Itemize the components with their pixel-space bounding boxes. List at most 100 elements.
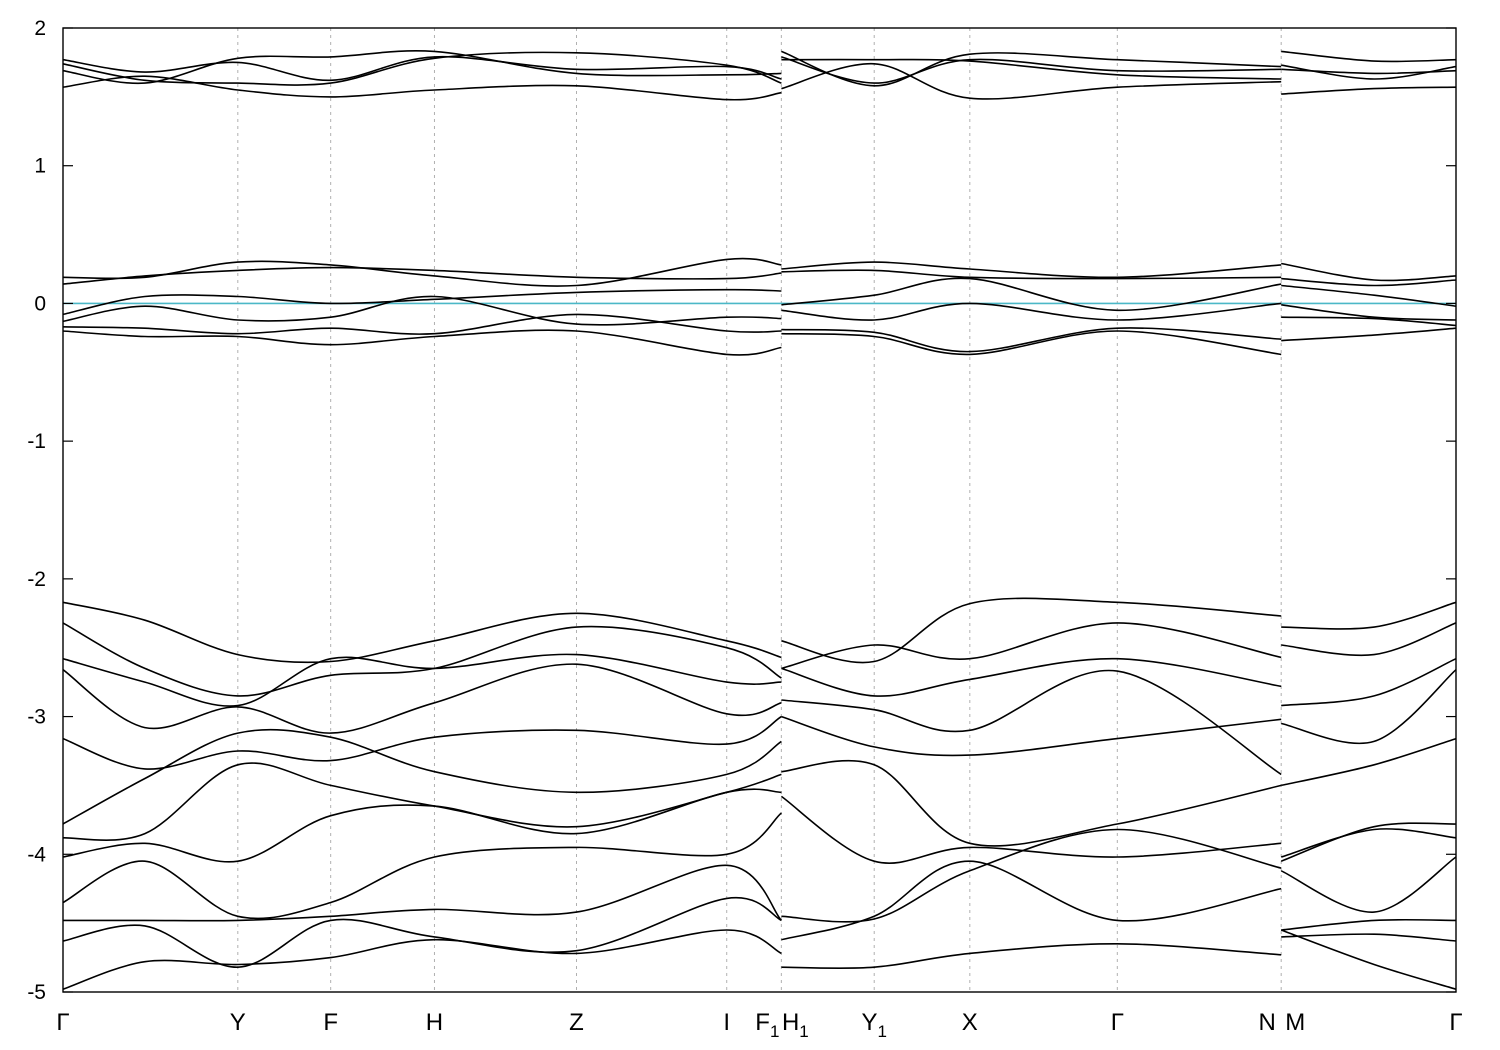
x-tick-label-main: H [782, 1009, 799, 1036]
x-tick-label-main: X [962, 1009, 978, 1036]
x-tick-label-main: Γ [1449, 1009, 1462, 1036]
x-tick-label: X [962, 1009, 978, 1036]
x-tick-label: M [1285, 1009, 1305, 1036]
x-tick-label-main: M [1285, 1009, 1305, 1036]
band-line [1281, 669, 1457, 745]
y-tick-label: 0 [34, 292, 46, 315]
band-line [1281, 304, 1457, 321]
band-line [1281, 86, 1457, 95]
x-tick-label: F [323, 1009, 338, 1036]
band-line [62, 715, 782, 770]
x-tick-label: I [723, 1009, 730, 1036]
band-line [62, 812, 782, 920]
band-line [781, 330, 1282, 356]
x-tick-label-main: N [1259, 1009, 1276, 1036]
band-line [63, 864, 783, 922]
band-line [62, 75, 782, 101]
y-tick-label: -1 [27, 430, 46, 453]
band-line [62, 762, 782, 841]
band-line [62, 313, 782, 335]
x-tick-label: F1 [755, 1009, 779, 1041]
axis-ticks [63, 27, 1456, 993]
band-line [62, 929, 782, 990]
band-line [781, 860, 1282, 941]
x-tick-label: Γ [1449, 1009, 1462, 1036]
band-line [1281, 50, 1457, 63]
band-line [62, 896, 782, 969]
x-tick-label-main: Z [569, 1009, 584, 1036]
band-line [62, 288, 782, 316]
band-line [1280, 828, 1457, 858]
band-line [1281, 933, 1457, 942]
band-line [62, 601, 782, 664]
band-line [781, 56, 1282, 84]
band-line [1281, 284, 1457, 307]
plot-frame [62, 27, 1457, 993]
x-tick-label: Γ [56, 1009, 69, 1036]
band-line [781, 715, 1282, 757]
x-tick-label: N [1259, 1009, 1276, 1036]
band-line [781, 269, 1282, 280]
band-line [781, 261, 1282, 279]
x-tick-label-main: F [755, 1009, 770, 1036]
band-line [1281, 737, 1457, 787]
band-line [781, 622, 1282, 670]
band-line [1281, 316, 1457, 327]
band-line [62, 55, 782, 82]
x-tick-label-main: Y [230, 1009, 246, 1036]
band-line [62, 653, 782, 707]
band-line [62, 663, 782, 734]
y-tick-label: -4 [27, 843, 46, 866]
y-tick-labels: 2 1 0 -1 -2 -3 -4 -5 [27, 17, 46, 1004]
band-line [1280, 929, 1457, 990]
band-line [62, 788, 782, 863]
band-line [781, 942, 1282, 970]
x-tick-label-sub: 1 [770, 1022, 779, 1041]
band-line [1281, 327, 1457, 342]
band-line [1281, 918, 1457, 931]
y-tick-label: -2 [27, 568, 46, 591]
x-tick-label-sub: 1 [877, 1022, 886, 1041]
band-line [781, 58, 1282, 80]
band-line [1281, 262, 1457, 282]
band-line [781, 277, 1282, 312]
band-line [62, 295, 782, 326]
x-tick-label: Z [569, 1009, 584, 1036]
x-tick-label-main: I [723, 1009, 730, 1036]
y-tick-label: -5 [27, 981, 46, 1004]
band-line [1281, 622, 1457, 657]
x-tick-label-main: Y [861, 1009, 877, 1036]
band-line [62, 266, 782, 285]
band-line [62, 50, 782, 85]
band-line [781, 669, 1282, 776]
band-line [781, 327, 1282, 353]
x-tick-label-main: H [426, 1009, 443, 1036]
y-tick-label: -3 [27, 706, 46, 729]
band-line [1281, 657, 1457, 707]
band-line [781, 62, 1282, 100]
band-line [1281, 601, 1457, 630]
band-lines [62, 50, 1457, 990]
band-line [62, 728, 782, 825]
x-tick-label: H1 [782, 1009, 809, 1041]
x-tick-label-sub: 1 [799, 1022, 808, 1041]
y-tick-label: 2 [34, 17, 46, 40]
band-line [781, 759, 1282, 847]
x-tick-label-main: F [323, 1009, 338, 1036]
x-tick-labels: Γ Y F H Z I F1 H1 Y1 X Γ N M Γ [56, 1009, 1462, 1041]
x-tick-label-main: Γ [56, 1009, 69, 1036]
x-tick-label: Γ [1111, 1009, 1124, 1036]
band-line [1281, 68, 1457, 75]
x-tick-label-main: Γ [1111, 1009, 1124, 1036]
x-tick-label: H [426, 1009, 443, 1036]
x-tick-label: Y1 [861, 1009, 886, 1041]
band-line [780, 795, 1282, 864]
gridlines [237, 28, 1282, 992]
y-tick-label: 1 [34, 155, 46, 178]
band-line [62, 257, 782, 287]
x-tick-label: Y [230, 1009, 246, 1036]
band-line [1280, 822, 1457, 862]
band-line [781, 597, 1282, 664]
band-line [1281, 64, 1457, 80]
